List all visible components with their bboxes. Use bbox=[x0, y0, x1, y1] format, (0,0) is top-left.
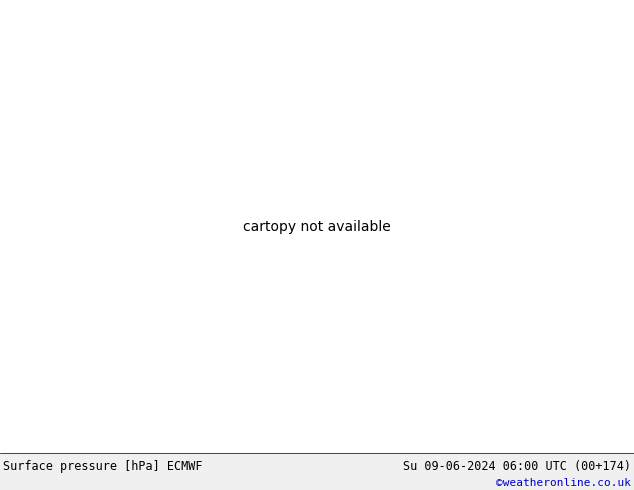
Polygon shape bbox=[0, 453, 634, 490]
Text: Surface pressure [hPa] ECMWF: Surface pressure [hPa] ECMWF bbox=[3, 460, 203, 473]
Text: cartopy not available: cartopy not available bbox=[243, 220, 391, 234]
Text: ©weatheronline.co.uk: ©weatheronline.co.uk bbox=[496, 478, 631, 488]
Text: Su 09-06-2024 06:00 UTC (00+174): Su 09-06-2024 06:00 UTC (00+174) bbox=[403, 460, 631, 473]
